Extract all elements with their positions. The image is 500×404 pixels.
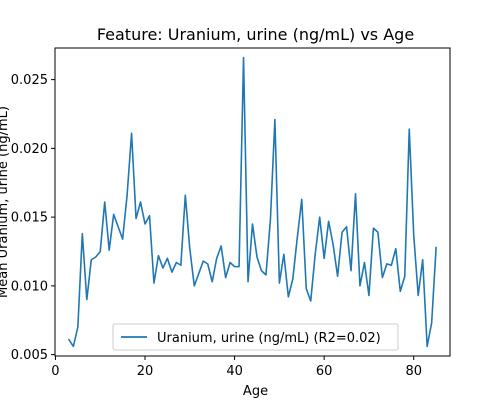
- y-axis-title: Mean Uranium, urine (ng/mL): [0, 106, 11, 298]
- plot-frame: [54, 47, 451, 357]
- chart-title: Feature: Uranium, urine (ng/mL) vs Age: [97, 25, 414, 44]
- y-tick-label: 0.015: [11, 211, 48, 226]
- legend-box: [112, 323, 399, 351]
- x-tick-label: 60: [316, 364, 333, 379]
- x-tick-label: 40: [226, 364, 243, 379]
- series-line-0: [68, 56, 437, 348]
- legend-label: Uranium, urine (ng/mL) (R2=0.02): [157, 331, 381, 346]
- y-tick-label: 0.025: [11, 73, 48, 88]
- x-tick-label: 80: [405, 364, 422, 379]
- y-tick-label: 0.005: [11, 348, 48, 363]
- y-tick-label: 0.010: [11, 279, 48, 294]
- y-tick-label: 0.020: [11, 142, 48, 157]
- x-tick-label: 20: [137, 364, 154, 379]
- y-axis: 0.005 0.010 0.015 0.020 0.025: [11, 73, 55, 363]
- x-axis: 0 20 40 60 80: [51, 356, 422, 379]
- legend: Uranium, urine (ng/mL) (R2=0.02): [112, 323, 399, 351]
- x-tick-label: 0: [51, 364, 59, 379]
- x-axis-title: Age: [243, 384, 268, 399]
- plot-area: [68, 56, 437, 348]
